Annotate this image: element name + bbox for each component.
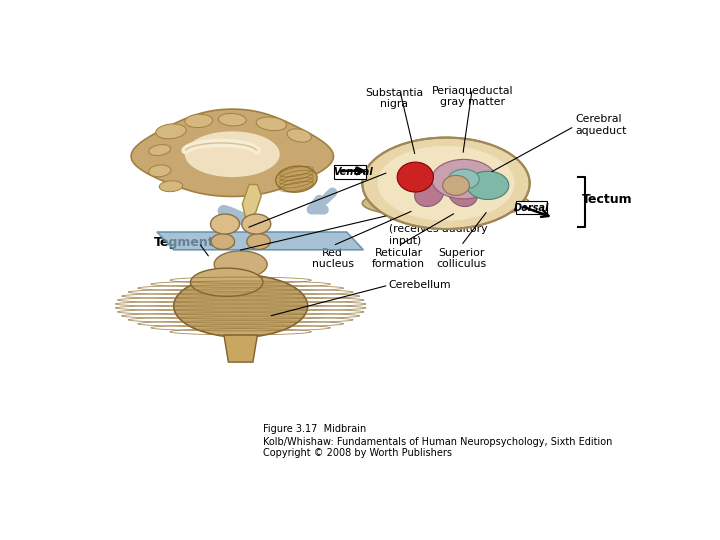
Text: Tectum: Tectum: [582, 193, 633, 206]
Text: Ventral: Ventral: [333, 167, 373, 177]
Text: Cerebellum: Cerebellum: [389, 280, 451, 290]
Ellipse shape: [443, 176, 469, 195]
Polygon shape: [224, 335, 258, 362]
Ellipse shape: [256, 117, 287, 131]
Polygon shape: [131, 109, 333, 197]
Polygon shape: [243, 185, 261, 221]
Ellipse shape: [149, 145, 171, 156]
Ellipse shape: [432, 159, 496, 199]
Ellipse shape: [276, 166, 318, 192]
FancyBboxPatch shape: [334, 165, 366, 179]
Ellipse shape: [467, 171, 509, 199]
Ellipse shape: [287, 129, 311, 142]
Ellipse shape: [449, 169, 480, 189]
Text: Cerebral
aqueduct: Cerebral aqueduct: [575, 114, 627, 136]
Text: Periaqueductal
gray matter: Periaqueductal gray matter: [431, 85, 513, 107]
Ellipse shape: [397, 162, 433, 192]
Ellipse shape: [185, 114, 212, 127]
Text: Copyright © 2008 by Worth Publishers: Copyright © 2008 by Worth Publishers: [263, 448, 452, 458]
Ellipse shape: [156, 124, 186, 139]
Text: Superior colliculus
(receives visual
input): Superior colliculus (receives visual inp…: [389, 168, 489, 201]
Polygon shape: [185, 131, 280, 177]
Ellipse shape: [190, 268, 263, 296]
Ellipse shape: [174, 275, 307, 337]
Ellipse shape: [210, 214, 240, 234]
Text: Tegmentum: Tegmentum: [154, 237, 237, 249]
Text: Reticular
formation: Reticular formation: [372, 248, 425, 269]
Ellipse shape: [159, 181, 183, 192]
Text: Dorsal: Dorsal: [513, 203, 549, 213]
Text: Figure 3.17  Midbrain: Figure 3.17 Midbrain: [263, 424, 366, 434]
FancyBboxPatch shape: [516, 201, 547, 214]
Ellipse shape: [218, 113, 246, 126]
Polygon shape: [157, 232, 364, 250]
Ellipse shape: [362, 138, 530, 229]
Ellipse shape: [415, 181, 444, 206]
Text: Substantia
nigra: Substantia nigra: [365, 87, 423, 109]
Text: Kolb/Whishaw: Fundamentals of Human Neuropsychology, Sixth Edition: Kolb/Whishaw: Fundamentals of Human Neur…: [263, 436, 612, 447]
Ellipse shape: [247, 234, 270, 249]
Ellipse shape: [449, 181, 477, 206]
Text: Inferior colliculus
(receives auditory
input): Inferior colliculus (receives auditory i…: [389, 212, 487, 246]
Text: Red
nucleus: Red nucleus: [312, 248, 354, 269]
Ellipse shape: [377, 146, 515, 221]
Ellipse shape: [214, 251, 267, 278]
Text: Superior
colliculus: Superior colliculus: [436, 248, 486, 269]
Ellipse shape: [211, 234, 235, 249]
Ellipse shape: [148, 165, 171, 177]
Ellipse shape: [242, 214, 271, 234]
Ellipse shape: [362, 188, 530, 218]
